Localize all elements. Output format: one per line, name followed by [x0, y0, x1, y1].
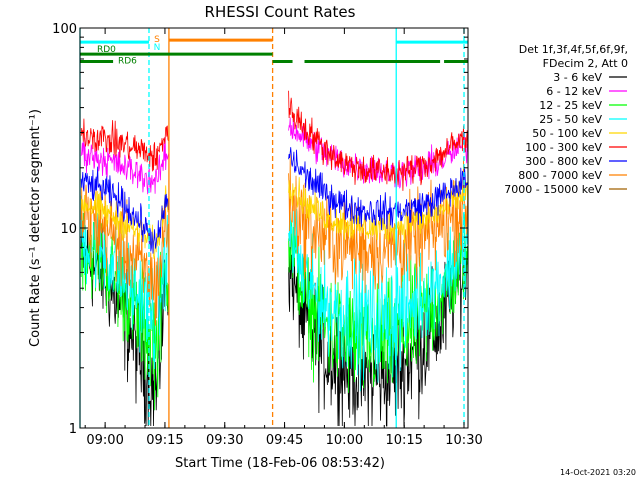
flag-label-rd6: RD6	[118, 56, 137, 66]
x-tick-label-0915: 09:15	[146, 433, 183, 448]
x-axis-label: Start Time (18-Feb-06 08:53:42)	[175, 456, 385, 471]
series-line-300-800-keV-2	[288, 147, 469, 231]
series-line-50-100-keV-2	[288, 177, 469, 244]
x-tick-label-1015: 10:15	[385, 433, 422, 448]
series-line-25-50-keV-1	[80, 195, 170, 370]
flag-letter-s: S	[154, 35, 160, 45]
x-tick-label-0930: 09:30	[206, 433, 243, 448]
footer-timestamp: 14-Oct-2021 03:20	[560, 468, 636, 477]
series-line-25-50-keV-2	[288, 208, 469, 392]
legend-header-line-2: FDecim 2, Att 0	[543, 57, 628, 70]
series-line-100-300-keV-2	[288, 90, 469, 191]
legend-header-line-1: Det 1f,3f,4f,5f,6f,9f,	[519, 43, 628, 56]
legend-label-7000-15000-keV: 7000 - 15000 keV	[504, 183, 602, 196]
legend-label-800-7000-keV: 800 - 7000 keV	[518, 169, 602, 182]
series-line-300-800-keV-1	[80, 166, 170, 254]
legend-label-3-6-keV: 3 - 6 keV	[553, 71, 602, 84]
axes: 09:00 09:15 09:30 09:45 10:00 10:15 10:30 1 10 10…	[52, 22, 483, 448]
x-tick-label-1000: 10:00	[326, 433, 363, 448]
series-line-100-300-keV-1	[80, 118, 170, 172]
legend-label-100-300-keV: 100 - 300 keV	[525, 141, 602, 154]
x-tick-label-0945: 09:45	[266, 433, 303, 448]
legend-label-25-50-keV: 25 - 50 keV	[539, 113, 602, 126]
y-tick-label-1: 1	[69, 422, 77, 437]
y-tick-label-100: 100	[52, 22, 77, 37]
flag-letter-n: N	[154, 43, 161, 53]
legend: Det 1f,3f,4f,5f,6f,9f,FDecim 2, Att 03 -…	[504, 43, 628, 196]
x-tick-label-1030: 10:30	[445, 433, 482, 448]
series-line-6-12-keV-1	[80, 136, 170, 195]
legend-label-6-12-keV: 6 - 12 keV	[546, 85, 602, 98]
series-line-50-100-keV-1	[80, 185, 170, 260]
y-tick-label-10: 10	[60, 222, 77, 237]
flag-label-rd0: RD0	[97, 45, 116, 55]
y-axis-label: Count Rate (s⁻¹ detector segment⁻¹)	[28, 109, 43, 347]
legend-label-12-25-keV: 12 - 25 keV	[539, 99, 602, 112]
chart-title: RHESSI Count Rates	[205, 3, 356, 21]
legend-label-50-100-keV: 50 - 100 keV	[532, 127, 602, 140]
legend-label-300-800-keV: 300 - 800 keV	[525, 155, 602, 168]
x-tick-label-0900: 09:00	[86, 433, 123, 448]
